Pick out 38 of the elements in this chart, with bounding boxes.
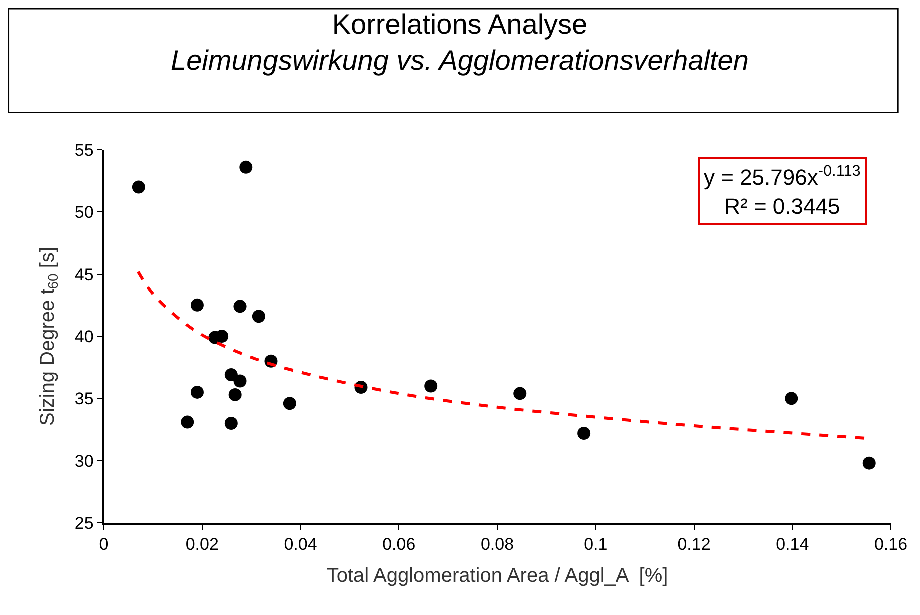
chart-subtitle: Leimungswirkung vs. Agglomerationsverhalten xyxy=(171,45,749,76)
point xyxy=(252,310,266,324)
x-tick-label: 0.1 xyxy=(584,535,608,554)
y-tick-label: 40 xyxy=(74,327,94,346)
chart-title: Korrelations Analyse xyxy=(332,8,588,40)
point xyxy=(216,330,229,343)
point xyxy=(785,392,798,406)
point xyxy=(234,300,247,314)
point xyxy=(862,456,876,470)
point xyxy=(578,426,591,440)
annotation: y = 25.796x$^{-0.113}$ R² = 0.3445 xyxy=(704,163,861,219)
point xyxy=(224,417,238,430)
point xyxy=(224,368,238,382)
point xyxy=(240,160,253,174)
point xyxy=(190,298,204,312)
x-tick-label: 0 xyxy=(99,535,109,554)
x-tick-label: 0.04 xyxy=(284,535,318,554)
y-tick-label: 35 xyxy=(74,390,94,409)
point xyxy=(228,388,242,402)
x-tick-label: 0.08 xyxy=(480,535,514,554)
point xyxy=(424,380,438,393)
point xyxy=(181,416,194,429)
y-tick-label: 55 xyxy=(74,140,94,160)
y-tick-label: 50 xyxy=(74,203,94,222)
x-tick-label: 0.06 xyxy=(382,535,416,554)
point xyxy=(132,180,146,194)
y-tick-label: 45 xyxy=(74,265,94,284)
x-tick-label: 0.16 xyxy=(874,535,908,554)
point xyxy=(283,397,296,410)
y-tick-label: 30 xyxy=(74,452,94,471)
y-tick-label: 25 xyxy=(74,514,94,533)
point xyxy=(190,386,204,399)
point xyxy=(514,387,527,400)
x-tick-label: 0.02 xyxy=(186,535,219,554)
x-tick-label: 0.12 xyxy=(678,535,711,554)
x-axis-title: Total Agglomeration Area / Aggl_A [%] xyxy=(326,565,668,588)
x-tick-label: 0.14 xyxy=(776,535,810,554)
point xyxy=(234,374,247,388)
